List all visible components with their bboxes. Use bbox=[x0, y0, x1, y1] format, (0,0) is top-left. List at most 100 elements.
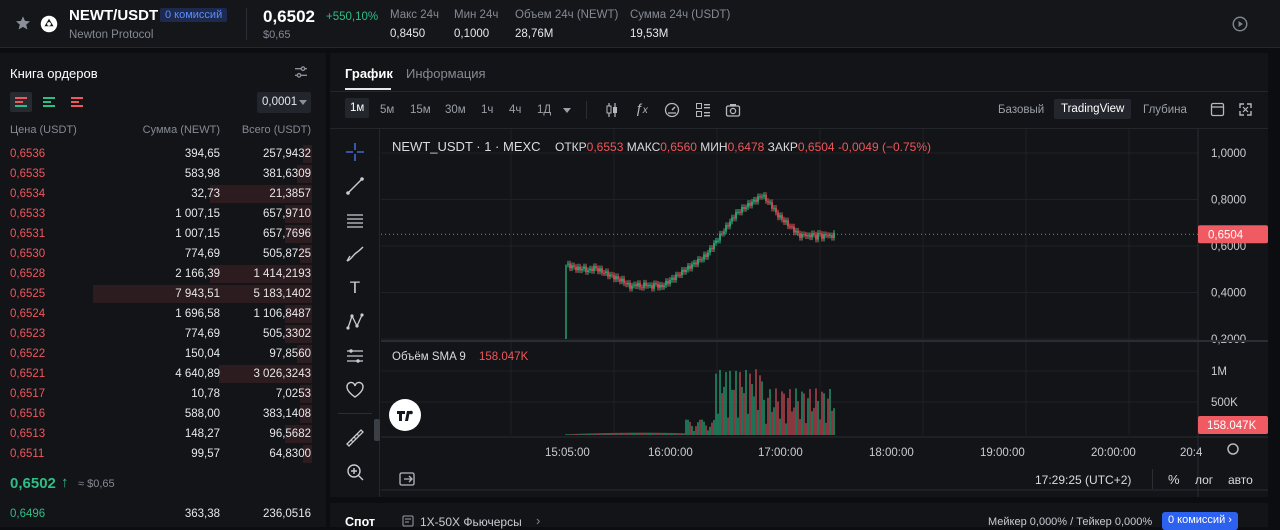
volume-label: Объём SMA 9 bbox=[392, 351, 466, 363]
ask-row[interactable]: 0,6516 588,00 383,1408 bbox=[0, 404, 326, 424]
view-tradingview[interactable]: TradingView bbox=[1054, 99, 1132, 119]
collapse-tools-handle[interactable] bbox=[374, 419, 380, 441]
candle-body bbox=[787, 220, 789, 227]
volume-bar bbox=[607, 433, 609, 435]
tab-spot[interactable]: Спот bbox=[345, 515, 376, 529]
ask-row[interactable]: 0,6533 1 007,15 657,9710 bbox=[0, 204, 326, 224]
goto-realtime-icon[interactable] bbox=[398, 471, 418, 487]
volume-bar bbox=[821, 391, 823, 435]
heart-icon[interactable] bbox=[344, 379, 366, 401]
crosshair-icon[interactable] bbox=[344, 141, 366, 163]
measure-lines-icon[interactable] bbox=[344, 345, 366, 367]
candle-body bbox=[671, 277, 673, 280]
ask-row[interactable]: 0,6524 1 696,58 1 106,8487 bbox=[0, 304, 326, 324]
play-circle-icon[interactable] bbox=[1231, 15, 1249, 33]
camera-icon[interactable] bbox=[725, 102, 741, 118]
toolbar-bottom-divider bbox=[330, 128, 1268, 129]
time-tick-label: 15:05:00 bbox=[545, 447, 590, 459]
timeframe-4h[interactable]: 4ч bbox=[509, 104, 522, 116]
timeframe-1m[interactable]: 1м bbox=[345, 98, 370, 118]
ask-row[interactable]: 0,6521 4 640,89 3 026,3243 bbox=[0, 364, 326, 384]
volume-bar bbox=[575, 433, 577, 435]
volume-bar bbox=[825, 422, 827, 435]
candle-body bbox=[645, 282, 647, 286]
volume-bar bbox=[729, 370, 731, 435]
ask-price: 0,6516 bbox=[10, 408, 46, 420]
horizontal-lines-icon[interactable] bbox=[344, 209, 366, 231]
timeframe-5m[interactable]: 5м bbox=[380, 104, 395, 116]
candle-body bbox=[821, 233, 823, 239]
tab-info[interactable]: Информация bbox=[406, 66, 486, 81]
tab-chart[interactable]: График bbox=[345, 66, 393, 81]
volume-bar bbox=[755, 369, 757, 435]
volume-bar bbox=[581, 433, 583, 435]
ask-row[interactable]: 0,6528 2 166,39 1 414,2193 bbox=[0, 264, 326, 284]
indicators-fx-icon[interactable]: ƒx bbox=[635, 100, 648, 116]
candle-body bbox=[709, 247, 711, 253]
price-chart[interactable]: 1,00000,80000,60000,40000,20001M500K0,65… bbox=[381, 129, 1268, 497]
ask-row[interactable]: 0,6531 1 007,15 657,7696 bbox=[0, 224, 326, 244]
text-tool-icon[interactable]: T bbox=[349, 278, 361, 297]
candle-body bbox=[621, 278, 623, 282]
speedometer-icon[interactable] bbox=[664, 102, 680, 118]
view-both-icon[interactable] bbox=[10, 92, 32, 112]
candle-body bbox=[665, 281, 667, 286]
auto-scale-button[interactable]: авто bbox=[1228, 473, 1253, 487]
brush-icon[interactable] bbox=[344, 243, 366, 265]
ask-row[interactable]: 0,6513 148,27 96,5682 bbox=[0, 424, 326, 444]
ask-row[interactable]: 0,6517 10,78 7,0253 bbox=[0, 384, 326, 404]
chevron-right-icon[interactable]: › bbox=[536, 513, 541, 528]
precision-select[interactable]: 0,0001 bbox=[257, 92, 311, 113]
ask-total: 7,0253 bbox=[275, 388, 311, 400]
volume-bar bbox=[731, 389, 733, 435]
favorite-star-icon[interactable] bbox=[15, 15, 31, 31]
volume-bar bbox=[659, 432, 661, 435]
view-asks-icon[interactable] bbox=[66, 92, 88, 112]
ruler-icon[interactable] bbox=[344, 427, 366, 449]
ask-row[interactable]: 0,6536 394,65 257,9432 bbox=[0, 144, 326, 164]
candle-body bbox=[697, 258, 699, 265]
timeframe-15m[interactable]: 15м bbox=[410, 104, 431, 116]
log-scale-button[interactable]: лог bbox=[1195, 473, 1214, 487]
ask-row[interactable]: 0,6530 774,69 505,8725 bbox=[0, 244, 326, 264]
view-depth[interactable]: Глубина bbox=[1143, 104, 1187, 116]
candle-body bbox=[829, 235, 831, 237]
bid-row[interactable]: 0,6496 363,38 236,0516 bbox=[0, 504, 326, 524]
volume-bar bbox=[803, 393, 805, 435]
fullscreen-icon[interactable] bbox=[1238, 102, 1253, 117]
trend-line-icon[interactable] bbox=[344, 175, 366, 197]
zoom-in-icon[interactable] bbox=[344, 461, 366, 483]
zero-fee-badge[interactable]: 0 комиссий › bbox=[1162, 512, 1238, 530]
futures-link[interactable]: 1X-50X Фьючерсы bbox=[420, 515, 522, 529]
view-bids-icon[interactable] bbox=[38, 92, 60, 112]
page-scrollbar[interactable] bbox=[1270, 53, 1280, 527]
price-change: +550,10% bbox=[326, 11, 379, 23]
fee-badge[interactable]: 0 комиссий bbox=[160, 8, 228, 22]
ask-row[interactable]: 0,6522 150,04 97,8560 bbox=[0, 344, 326, 364]
volume-bar bbox=[703, 421, 705, 435]
ask-row[interactable]: 0,6525 7 943,51 5 183,1402 bbox=[0, 284, 326, 304]
ask-row[interactable]: 0,6534 32,73 21,3857 bbox=[0, 184, 326, 204]
pair-name[interactable]: NEWT/USDT bbox=[69, 7, 159, 24]
candle-body bbox=[777, 212, 779, 218]
candle-body bbox=[715, 240, 717, 243]
window-icon[interactable] bbox=[1210, 102, 1225, 117]
candles-icon[interactable] bbox=[604, 102, 620, 118]
timeframe-dropdown-icon[interactable] bbox=[563, 108, 571, 113]
ask-row[interactable]: 0,6535 583,98 381,6309 bbox=[0, 164, 326, 184]
timeframe-1d[interactable]: 1Д bbox=[537, 104, 552, 116]
ask-row[interactable]: 0,6511 99,57 64,8300 bbox=[0, 444, 326, 464]
candle-body bbox=[677, 274, 679, 276]
view-basic[interactable]: Базовый bbox=[998, 104, 1045, 116]
candle-body bbox=[783, 219, 785, 223]
pattern-icon[interactable] bbox=[344, 311, 366, 333]
percent-scale-button[interactable]: % bbox=[1168, 472, 1180, 487]
candle-body bbox=[803, 234, 805, 236]
layout-grid-icon[interactable] bbox=[695, 102, 711, 118]
candle-body bbox=[719, 233, 721, 241]
settings-sliders-icon[interactable] bbox=[293, 64, 309, 80]
timeframe-30m[interactable]: 30м bbox=[445, 104, 466, 116]
candle-body bbox=[725, 225, 727, 232]
ask-row[interactable]: 0,6523 774,69 505,3302 bbox=[0, 324, 326, 344]
timeframe-1h[interactable]: 1ч bbox=[481, 104, 494, 116]
